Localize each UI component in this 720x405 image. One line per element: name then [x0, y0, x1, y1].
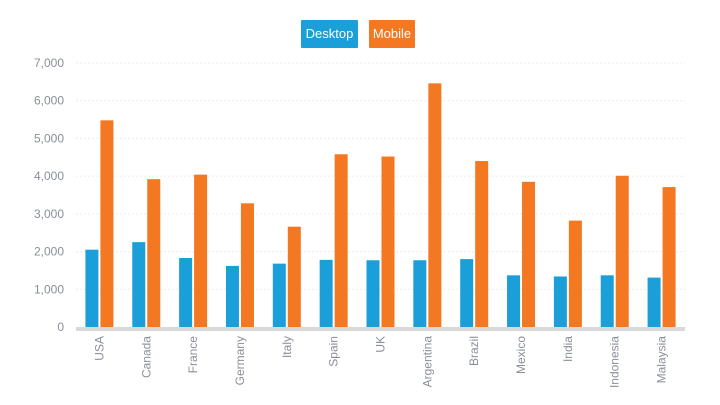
bar-desktop-malaysia	[647, 277, 661, 327]
bar-mobile-malaysia	[662, 187, 676, 327]
bar-desktop-indonesia	[600, 275, 614, 327]
chart-legend: Desktop Mobile	[0, 20, 720, 48]
y-tick-label: 2,000	[34, 245, 64, 259]
bar-desktop-argentina	[413, 260, 427, 327]
x-tick-label: USA	[92, 336, 106, 361]
bar-desktop-mexico	[507, 275, 521, 327]
legend-item-desktop[interactable]: Desktop	[301, 20, 358, 48]
x-tick-label: Indonesia	[608, 336, 622, 388]
bar-mobile-spain	[334, 154, 348, 327]
x-tick-label: Italy	[280, 336, 294, 358]
x-tick-label: Canada	[139, 336, 153, 378]
x-tick-label: India	[561, 336, 575, 362]
y-tick-label: 7,000	[34, 56, 64, 70]
x-tick-label: Brazil	[467, 336, 481, 366]
bar-desktop-uk	[366, 260, 380, 327]
bar-desktop-brazil	[460, 259, 474, 327]
bar-mobile-germany	[240, 203, 254, 327]
x-tick-label: France	[186, 336, 200, 374]
bar-mobile-argentina	[428, 83, 442, 327]
x-tick-label: Spain	[327, 336, 341, 367]
bar-mobile-usa	[100, 120, 114, 327]
y-tick-label: 0	[57, 320, 64, 334]
y-tick-label: 6,000	[34, 94, 64, 108]
x-tick-label: Germany	[233, 336, 247, 385]
legend-item-mobile[interactable]: Mobile	[369, 20, 415, 48]
bar-desktop-india	[553, 276, 567, 327]
x-tick-label: Argentina	[420, 336, 434, 388]
bar-desktop-germany	[225, 265, 239, 327]
bar-mobile-uk	[381, 156, 395, 327]
y-tick-label: 1,000	[34, 282, 64, 296]
bar-mobile-canada	[147, 179, 161, 327]
y-tick-label: 4,000	[34, 169, 64, 183]
bar-desktop-france	[179, 257, 193, 327]
bar-desktop-canada	[132, 242, 146, 327]
bar-mobile-brazil	[475, 161, 489, 327]
bar-desktop-usa	[85, 249, 99, 327]
bar-mobile-mexico	[522, 181, 536, 327]
bar-desktop-spain	[319, 259, 333, 327]
bar-mobile-indonesia	[615, 175, 629, 327]
bar-desktop-italy	[272, 263, 286, 327]
bar-mobile-italy	[287, 226, 301, 327]
y-tick-label: 3,000	[34, 207, 64, 221]
x-tick-label: Malaysia	[655, 336, 669, 384]
x-tick-label: UK	[374, 336, 388, 353]
bar-mobile-india	[568, 220, 582, 327]
x-axis-line	[76, 327, 685, 331]
bar-mobile-france	[194, 174, 208, 327]
x-tick-label: Mexico	[514, 336, 528, 374]
y-tick-label: 5,000	[34, 131, 64, 145]
